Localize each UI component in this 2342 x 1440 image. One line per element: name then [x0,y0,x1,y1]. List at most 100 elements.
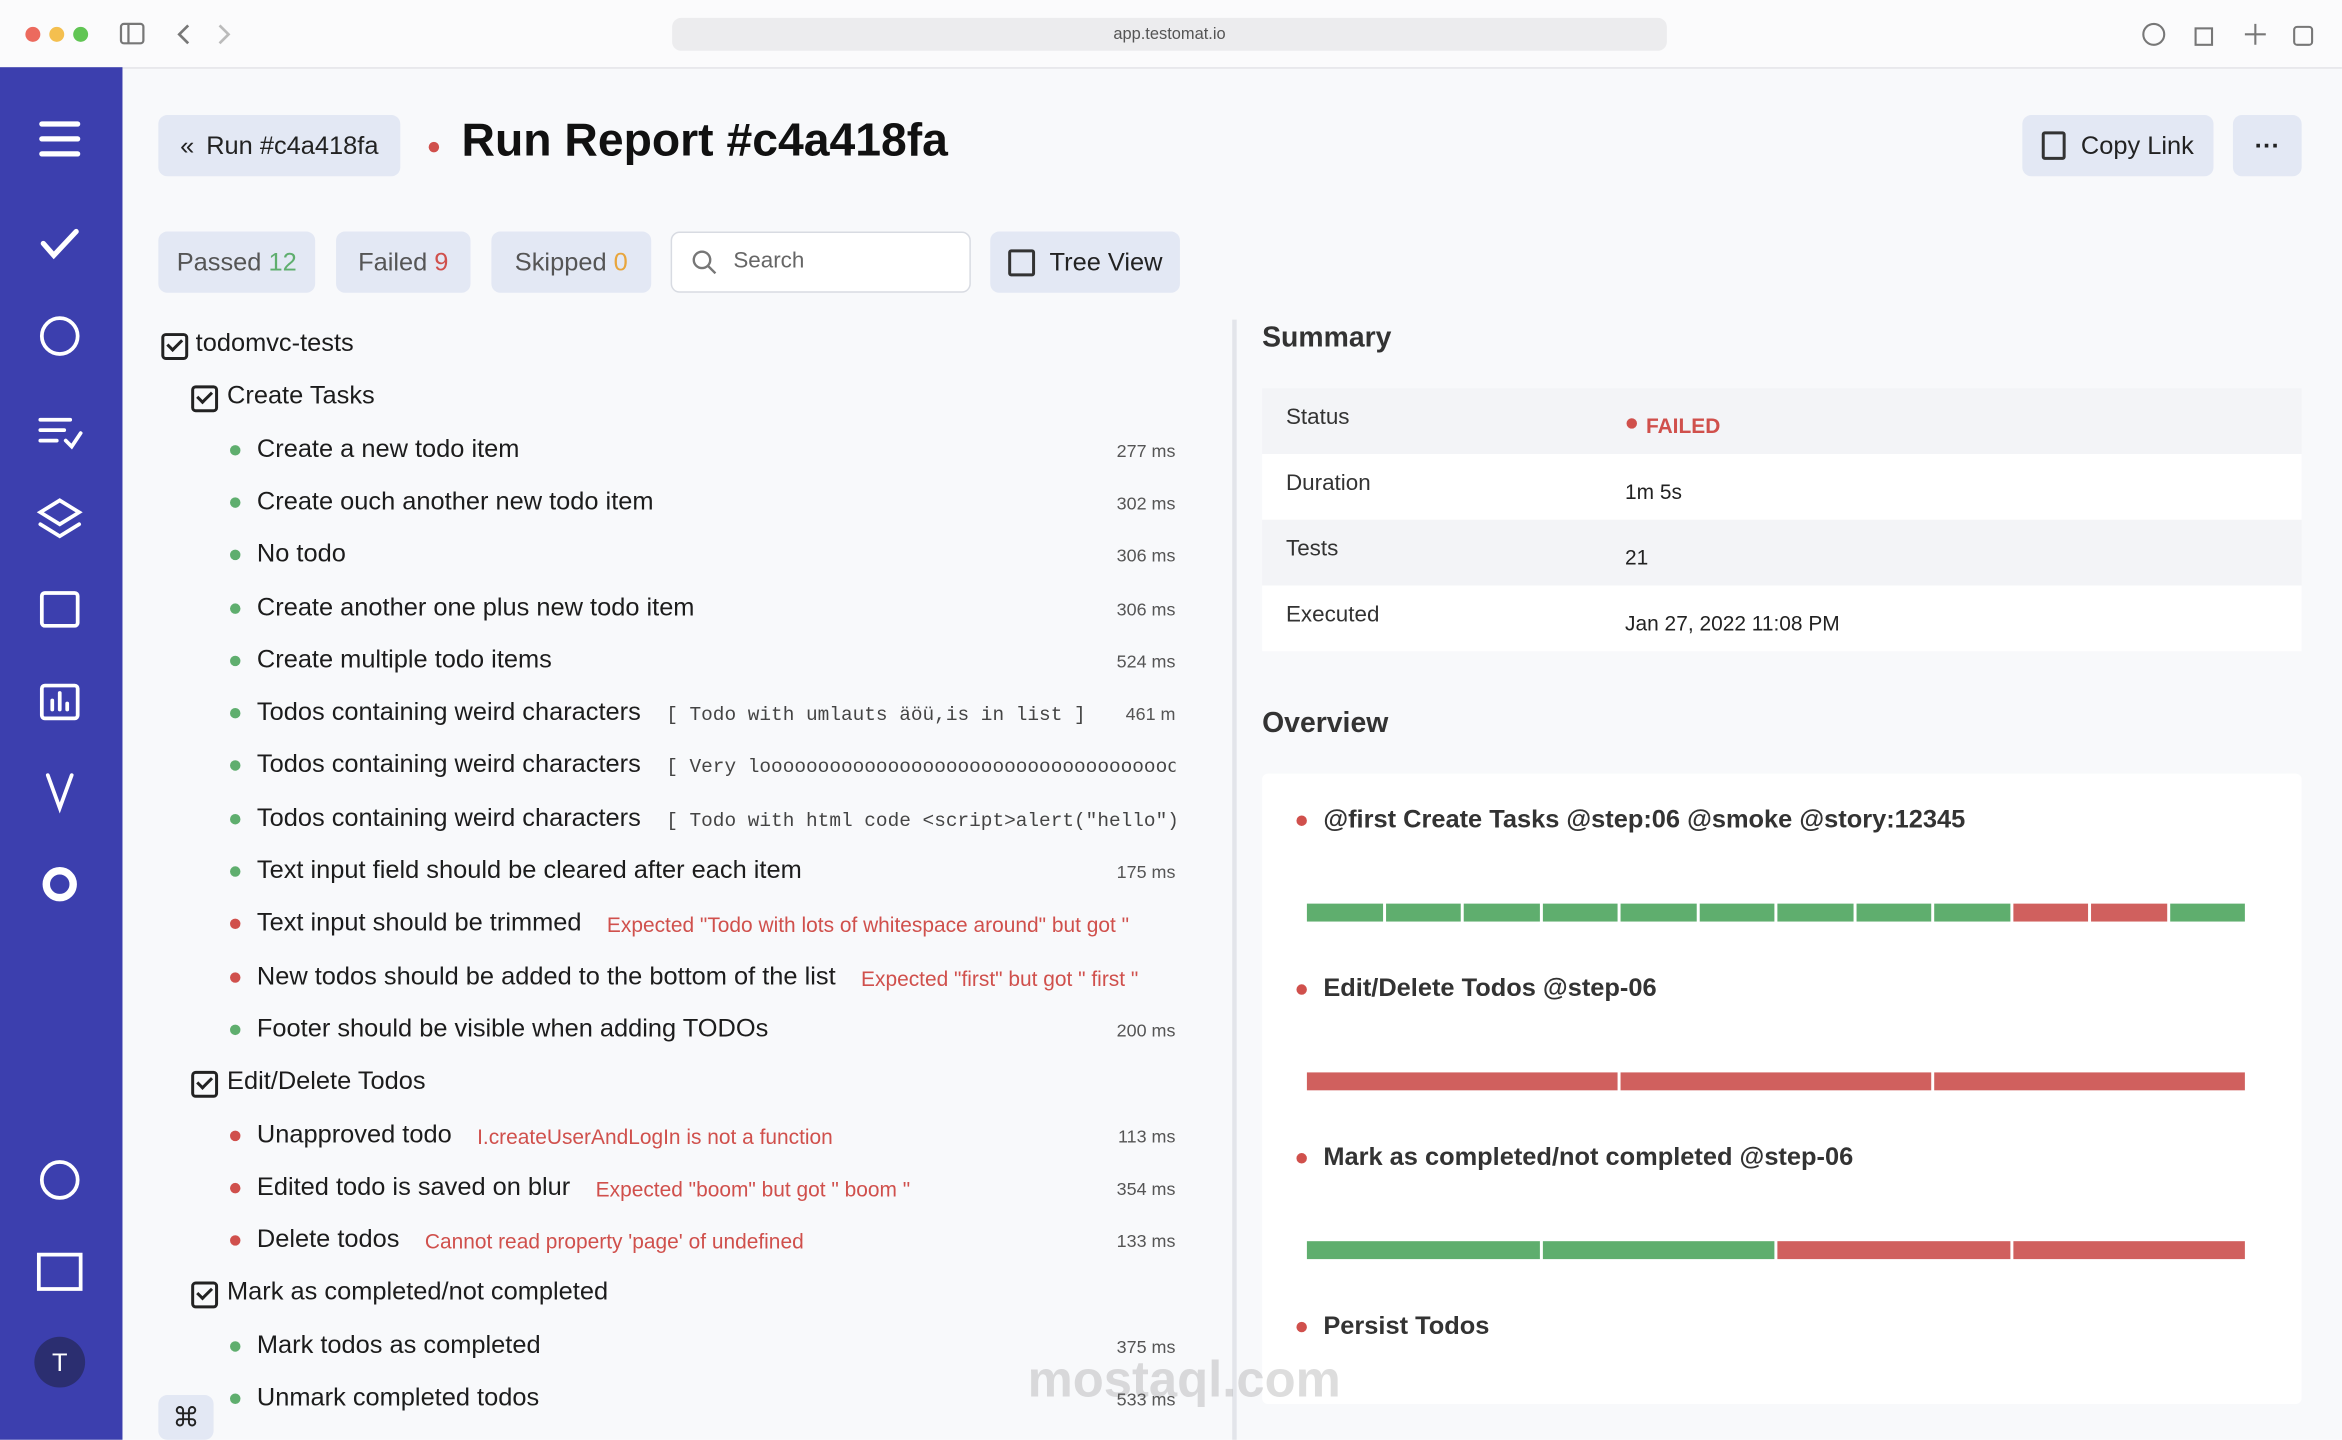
test-duration: 533 ms [1116,1389,1176,1410]
test-duration: 375 ms [1116,1336,1176,1358]
test-name: Create ouch another new todo item [256,486,654,516]
result-segment [2012,903,2089,922]
page-title: Run Report #c4a418fa [461,113,948,166]
test-duration: 113 ms [1118,1125,1176,1147]
group-dot [1296,815,1307,826]
test-name: Unmark completed todos [256,1383,540,1412]
more-button[interactable]: ··· [2232,115,2302,177]
status-dot [428,141,440,153]
summary-label: Status [1285,404,1350,431]
result-segment [1620,903,1696,922]
search-input[interactable]: Search [670,231,971,293]
result-segment [2091,903,2167,922]
group-name: @first Create Tasks @step:06 @smoke @sto… [1323,805,1966,834]
result-segment [1306,1241,1540,1260]
divider [1232,319,1237,1440]
summary-value: 1m 5s [1625,479,1682,504]
avatar[interactable]: T [52,1349,68,1377]
result-segment [1934,903,2010,922]
test-duration: 524 ms [1116,650,1176,672]
summary-row [1262,585,2302,652]
checkbox [191,1071,219,1099]
test-error: Expected "first" but got " first " [861,965,1139,990]
max-dot[interactable] [73,26,89,42]
summary-label: Tests [1285,536,1339,562]
test-error: Expected "boom" but got " boom " [595,1176,911,1201]
test-name: Edited todo is saved on blur [256,1172,571,1201]
skipped-filter[interactable]: Skipped 0 [491,231,652,293]
passed-label: Passed [176,247,262,276]
shortcut-button[interactable]: ⌘ [158,1395,214,1440]
test-status-dot [230,919,241,930]
test-status-dot [230,1182,241,1194]
test-name: Footer should be visible when adding TOD… [256,1013,769,1043]
test-duration: 354 ms [1116,1178,1176,1200]
result-segment [1620,1072,1932,1091]
url: app.testomat.io [1113,25,1226,44]
close-dot[interactable] [25,26,41,42]
test-note: [ Very loooooooooooooooooooooooooooooooo… [666,756,1175,779]
failed-label: Failed [358,247,428,276]
test-name: No todo [256,539,346,568]
browser-toolbar: app.testomat.io [0,0,2342,69]
tree-view-button[interactable]: Tree View [990,231,1180,293]
test-duration: 302 ms [1116,492,1176,514]
test-name: Unapproved todo [256,1119,452,1148]
test-status-dot [230,760,241,772]
suite-name: Create Tasks [227,381,375,410]
test-name: Todos containing weird characters [256,803,641,832]
passed-count: 12 [268,247,297,276]
test-note: [ Todo with html code <script>alert("hel… [666,809,1176,832]
test-error: Cannot read property 'page' of undefined [424,1229,804,1254]
test-status-dot [230,1235,241,1246]
result-segment [1855,903,1932,922]
summary-label: Executed [1285,601,1380,628]
suite-name: Mark as completed/not completed [227,1277,609,1306]
summary-value: Jan 27, 2022 11:08 PM [1625,610,1840,635]
result-segment [2012,1241,2245,1260]
test-name: New todos should be added to the bottom … [256,961,836,990]
sidebar-icons: T [34,121,86,1388]
tree-view-label: Tree View [1049,247,1163,276]
result-segment [1934,1072,2245,1091]
result-segment [1306,1072,1618,1091]
test-name: Delete todos [256,1224,400,1254]
result-segment [1463,903,1540,922]
overview-title: Overview [1262,707,1389,740]
browser-actions[interactable] [2136,18,2323,51]
back-button[interactable]: «Run #c4a418fa [158,115,401,177]
failed-filter[interactable]: Failed 9 [336,231,471,293]
test-error: I.createUserAndLogIn is not a function [477,1123,833,1148]
summary-label: Duration [1285,470,1371,496]
nav-icons[interactable] [117,18,251,51]
test-status-dot [230,602,241,614]
test-name: Text input should be trimmed [256,908,582,937]
group-dot [1296,984,1307,995]
test-name: Mark todos as completed [256,1330,541,1359]
result-segment [1777,1241,2010,1260]
copy-link-label: Copy Link [2080,130,2194,160]
result-segment [1542,903,1618,922]
summary-title: Summary [1262,322,1392,354]
checkbox [191,1282,219,1309]
test-status-dot [230,866,241,877]
test-duration: 133 ms [1116,1230,1176,1252]
result-segment [1698,903,1775,922]
test-status-dot [230,1340,241,1352]
test-duration: 200 ms [1116,1019,1176,1041]
checkbox [161,333,189,360]
copy-link-button[interactable]: Copy Link [2022,115,2214,177]
search-icon [692,250,717,275]
result-segment [1777,903,1853,922]
test-name: Create a new todo item [256,434,520,463]
summary-row [1262,519,2302,586]
url-bar[interactable]: app.testomat.io [672,17,1667,51]
summary-value: FAILED [1645,413,1721,438]
summary-row [1262,388,2302,455]
checkbox [191,385,219,413]
test-status-dot [230,444,241,455]
min-dot[interactable] [49,26,65,42]
status-dot [1626,418,1637,429]
passed-filter[interactable]: Passed 12 [158,231,316,293]
test-status-dot [230,1024,241,1035]
